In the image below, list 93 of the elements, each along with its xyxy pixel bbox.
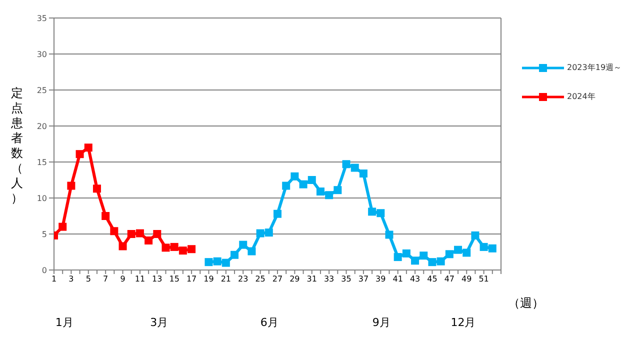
point (368, 208, 376, 216)
x-tick-label: 31 (306, 274, 317, 284)
y-tick-label: 35 (36, 14, 47, 23)
point (445, 250, 454, 258)
point (488, 244, 496, 252)
point (359, 170, 368, 178)
point (376, 209, 385, 218)
y-tick-label: 25 (36, 86, 47, 95)
point (334, 186, 342, 194)
x-tick-label: 25 (255, 274, 266, 284)
point (325, 191, 334, 200)
x-tick-label: 51 (478, 274, 489, 284)
x-tick-label: 45 (427, 274, 438, 284)
point (480, 242, 488, 251)
x-tick-label: 33 (324, 274, 334, 284)
point (76, 150, 84, 158)
point (239, 240, 248, 249)
y-axis-title: 定点患者数（人） (10, 86, 24, 206)
point (144, 236, 153, 244)
point (316, 188, 324, 196)
x-tick-label: 47 (444, 274, 455, 284)
y-tick-label: 0 (42, 266, 47, 275)
point (282, 182, 290, 190)
x-tick-label: 29 (290, 274, 300, 284)
text: 2023年19週～ (567, 62, 622, 73)
x-tick-label: 49 (462, 274, 472, 284)
point (127, 230, 136, 238)
point (222, 258, 230, 267)
text: 12月 (450, 315, 476, 330)
point (136, 229, 144, 238)
point (110, 227, 118, 236)
x-tick-label: 35 (341, 274, 352, 284)
point (394, 253, 402, 262)
point (350, 164, 359, 172)
x-tick-label: 43 (410, 274, 420, 284)
point (428, 258, 436, 266)
point (84, 144, 92, 152)
text: 2024年 (567, 91, 596, 102)
x-tick-label: 3 (68, 274, 74, 284)
x-tick-label: 23 (238, 274, 248, 284)
x-tick-label: 7 (103, 274, 108, 284)
text: 6月 (260, 315, 278, 330)
x-tick-label: 39 (376, 274, 386, 284)
point (230, 250, 239, 259)
point (170, 242, 178, 251)
x-tick-label: 27 (272, 274, 283, 284)
x-tick-label: 21 (220, 274, 232, 284)
x-tick-label: 37 (358, 274, 369, 284)
point (471, 231, 480, 240)
point (67, 182, 76, 190)
point (92, 184, 101, 193)
point (118, 242, 127, 250)
x-tick-label: 13 (152, 274, 162, 284)
point (299, 180, 308, 188)
x-tick-label: 17 (186, 274, 197, 284)
y-tick-label: 30 (36, 50, 47, 59)
text: 9月 (372, 315, 390, 330)
x-tick-label: 1 (51, 274, 57, 284)
point (248, 247, 256, 256)
point (436, 257, 445, 266)
x-tick-label: 41 (392, 274, 403, 284)
y-tick-label: 10 (36, 194, 47, 203)
point (162, 244, 170, 252)
x-tick-label: 15 (169, 274, 180, 284)
point (213, 257, 222, 266)
point (204, 258, 213, 266)
point (178, 246, 187, 255)
point (454, 246, 462, 254)
point (153, 230, 162, 238)
point (308, 176, 316, 184)
point (411, 256, 420, 265)
point (274, 210, 282, 218)
point (402, 249, 410, 258)
y-tick-label: 20 (36, 122, 47, 131)
x-axis-title: （週） (508, 295, 544, 312)
y-tick-label: 15 (36, 158, 47, 167)
y-tick-label: 5 (42, 230, 47, 239)
point (264, 228, 273, 237)
x-tick-label: 9 (120, 274, 126, 284)
point (420, 252, 428, 260)
point (462, 248, 471, 257)
point (256, 229, 264, 238)
x-tick-label: 5 (86, 274, 91, 284)
point (385, 230, 394, 239)
point (342, 160, 350, 168)
x-tick-label: 11 (134, 274, 146, 284)
point (58, 222, 67, 231)
text: 3月 (150, 315, 168, 330)
x-tick-label: 19 (204, 274, 214, 284)
point (188, 245, 196, 254)
point (102, 212, 110, 220)
point (290, 172, 299, 180)
text: 1月 (55, 315, 74, 330)
